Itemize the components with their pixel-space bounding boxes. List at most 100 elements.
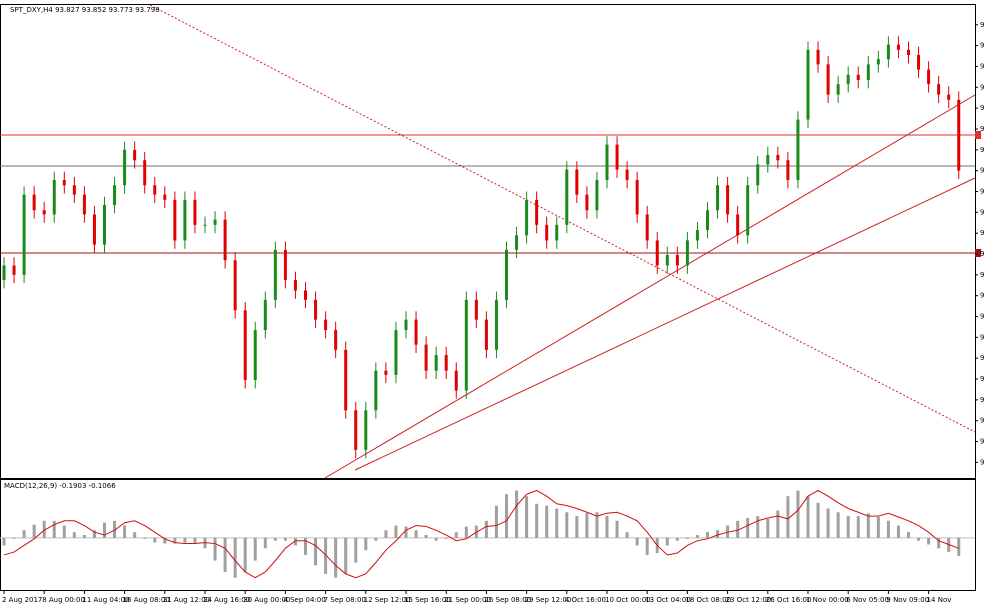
trend-line [149,4,976,433]
trend-line [324,94,976,479]
macd-bar [575,516,579,538]
candle-body [223,219,227,261]
candle-body [515,235,519,250]
candle-body [957,99,961,171]
y-tick-label: 9 [980,229,984,237]
x-tick-label: 23 Oct 12:00 [726,596,772,604]
candle-body [856,74,860,81]
macd-bar [173,537,177,544]
candle-body [896,44,900,50]
y-tick-label: 9 [980,146,984,154]
candle-body [434,355,438,371]
y-tick-label: 9 [980,313,984,321]
candle-body [605,144,609,181]
candle-body [776,155,780,161]
y-tick-label: 9 [980,417,984,425]
y-tick-label: 9 [980,62,984,70]
candle-body [675,255,679,266]
candle-body [72,185,76,195]
x-tick-label: 11 Aug 04:00 [82,596,129,604]
macd-title: MACD(12,26,9) -0.1903 -0.1066 [4,482,116,490]
candle-body [484,319,488,350]
macd-bar [866,513,870,538]
candle-body [846,74,850,85]
macd-bar [273,537,277,541]
y-tick-label: 9 [980,396,984,404]
macd-bar [304,537,307,555]
candle-body [756,164,760,186]
x-tick-label: 24 Aug 16:00 [203,596,250,604]
candle-body [193,199,197,225]
candle-body [866,64,870,81]
macd-bar [143,537,147,539]
macd-bar [756,516,760,538]
candle-body [746,185,750,236]
candle-body [726,185,730,215]
y-tick-label: 9 [980,375,984,383]
macd-bar [92,530,96,538]
macd-bar [555,508,559,538]
x-tick-label: 10 Oct 00:00 [605,596,651,604]
macd-bar [384,530,388,538]
candle-body [153,185,157,195]
candle-body [645,214,649,241]
macd-bar [886,520,890,538]
macd-bar [32,524,36,538]
x-tick-label: 4 Oct 16:00 [565,596,606,604]
candle-body [454,370,458,391]
candle-body [344,349,348,411]
macd-bar [12,537,16,539]
candle-body [253,330,257,381]
macd-bar [856,516,860,538]
candle-body [2,265,6,281]
candle-body [806,49,810,120]
candle-body [907,49,910,56]
macd-bar [374,537,378,541]
candle-body [314,299,318,320]
x-tick-label: 16 Aug 08:00 [123,596,170,604]
candle-body [213,219,217,225]
candle-body [263,299,267,331]
macd-bar [796,490,800,538]
y-tick-label: 9 [980,250,984,258]
macd-bar [293,537,297,546]
x-tick-label: 8 Aug 00:00 [42,596,85,604]
candle-body [42,210,46,215]
candle-body [354,410,358,450]
macd-bar [82,535,86,538]
macd-bar [193,537,197,544]
macd-bar [354,537,358,563]
candle-body [474,299,478,320]
macd-bar [183,537,187,543]
macd-bar [716,530,720,538]
macd-bar [243,537,247,572]
macd-bar [625,532,629,538]
macd-bar [505,494,508,538]
candle-body [595,180,599,211]
macd-bar [635,537,639,546]
x-tick-label: 21 Aug 12:00 [163,596,210,604]
macd-bar [52,520,56,538]
candle-body [545,224,549,241]
macd-bar [22,530,26,538]
candle-body [444,355,448,371]
candle-body [886,44,890,60]
candle-body [937,84,941,95]
macd-bar [494,505,498,538]
macd-bar [153,537,157,543]
macd-bar [595,512,599,538]
y-tick-label: 9 [980,271,984,279]
y-tick-label: 9 [980,42,984,50]
macd-bar [685,537,689,539]
macd-bar [736,520,740,538]
macd-bar [253,537,257,561]
candle-body [62,180,66,186]
y-tick-label: 9 [980,83,984,91]
level-marker [975,131,981,139]
candle-body [575,169,579,195]
candle-body [133,149,137,161]
macd-bar [836,512,840,538]
macd-bar [545,505,549,538]
candle-body [585,194,589,211]
candle-body [565,169,569,225]
